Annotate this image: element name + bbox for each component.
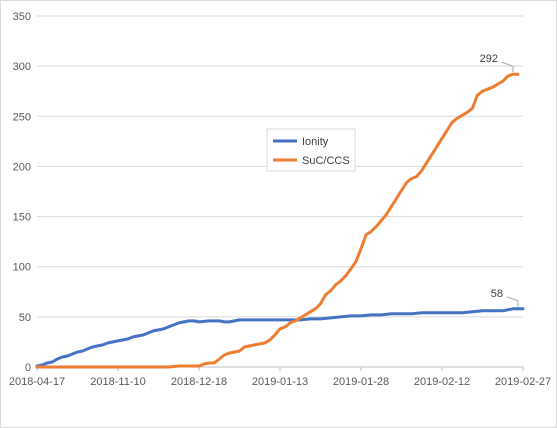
x-tick-label: 2018-12-18 — [171, 376, 227, 388]
y-tick-label: 0 — [25, 362, 31, 374]
legend-label: SuC/CCS — [302, 155, 350, 167]
x-tick-label: 2019-02-12 — [414, 376, 470, 388]
callout-leader — [506, 296, 519, 307]
y-tick-label: 350 — [13, 11, 31, 23]
gridlines — [37, 15, 523, 318]
x-tick-label: 2019-01-13 — [252, 376, 308, 388]
series-layer — [35, 72, 525, 369]
y-tick-label: 250 — [13, 111, 31, 123]
x-tick-label: 2018-04-17 — [9, 376, 65, 388]
x-tick-label: 2019-01-28 — [333, 376, 389, 388]
data-label-last-1: 292 — [480, 53, 498, 65]
series-line-suc-ccs — [35, 72, 520, 369]
x-tick-label: 2018-11-10 — [90, 376, 145, 388]
y-tick-label: 300 — [13, 61, 31, 73]
legend-label: Ionity — [302, 136, 329, 148]
x-tick-label: 2019-02-27 — [495, 376, 551, 388]
y-tick-label: 150 — [13, 212, 31, 224]
series-line-ionity — [35, 307, 525, 368]
legend: Ionity SuC/CCS — [266, 128, 356, 172]
data-label-last-0: 58 — [491, 288, 503, 300]
y-tick-label: 100 — [13, 262, 31, 274]
y-tick-label: 50 — [19, 312, 31, 324]
legend-box — [266, 128, 356, 172]
callout-leader — [501, 61, 514, 73]
data-labels: 58 292 — [480, 53, 519, 307]
y-tick-label: 200 — [13, 161, 31, 173]
axes: 0 50 100 150 200 250 300 350 2018-04-17 2018-11-1… — [9, 11, 551, 388]
